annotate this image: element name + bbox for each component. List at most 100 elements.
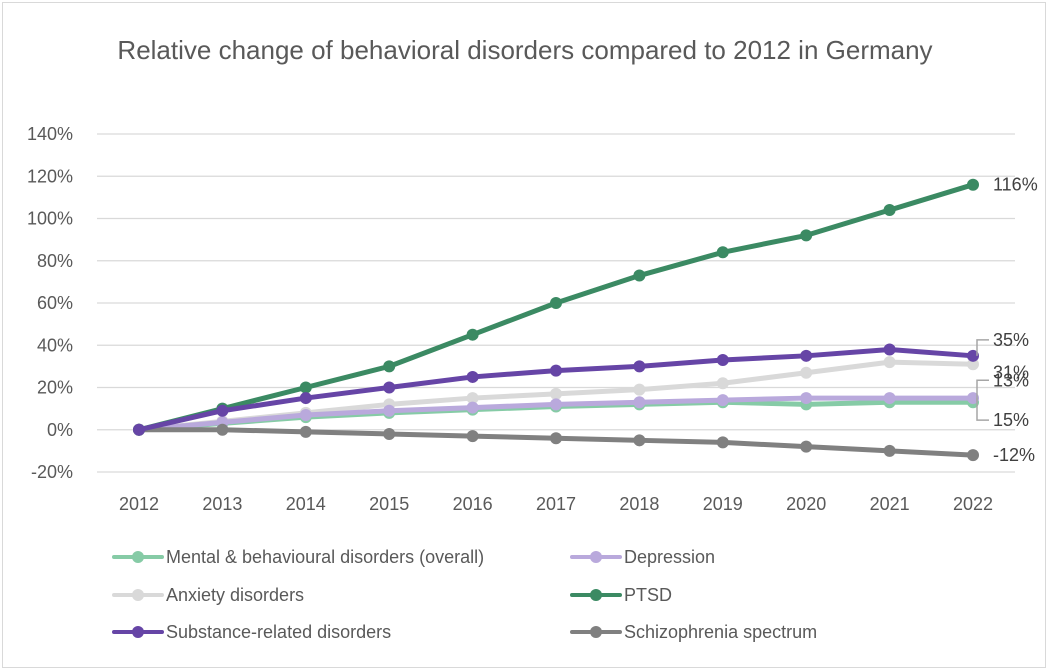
end-labels: 116% 35% 31%13% 15% -12% [976, 175, 1038, 465]
data-point [633, 396, 646, 409]
data-label: 35% [993, 330, 1029, 350]
legend-swatch [112, 588, 164, 602]
legend-label: Schizophrenia spectrum [624, 621, 818, 642]
legend-item: Substance-related disorders [112, 615, 391, 649]
leader-line [976, 339, 989, 356]
data-point [633, 434, 646, 447]
data-point [716, 394, 729, 407]
legend-label: Depression [624, 546, 716, 567]
data-point [883, 343, 896, 356]
data-label: -12% [993, 445, 1035, 465]
y-tick-label: 20% [37, 378, 73, 398]
data-point [883, 356, 896, 369]
data-point [716, 246, 729, 259]
data-point [466, 370, 479, 383]
y-tick-label: 100% [27, 209, 73, 229]
legend-label: Anxiety disorders [166, 584, 305, 605]
x-tick-label: 2013 [202, 494, 242, 514]
legend-swatch [570, 625, 622, 639]
y-tick-label: -20% [31, 462, 73, 482]
legend-item: Mental & behavioural disorders (overall) [112, 540, 484, 574]
series-schizophrenia-spectrum [133, 423, 979, 462]
data-point [299, 381, 312, 394]
y-tick-label: 40% [37, 335, 73, 355]
data-label: 31% [993, 362, 1029, 382]
legend-item: PTSD [570, 578, 672, 612]
leader-line [976, 379, 989, 403]
legend-item: Anxiety disorders [112, 578, 304, 612]
data-point [466, 401, 479, 414]
data-point [967, 392, 979, 405]
legend-label: PTSD [624, 584, 673, 605]
legend-swatch [570, 588, 622, 602]
legend-swatch [570, 550, 622, 564]
data-point [383, 427, 396, 440]
data-point [967, 449, 979, 462]
data-point [800, 229, 813, 242]
legend-item: Depression [570, 540, 715, 574]
x-axis-ticks: 2012 2013 2014 2015 2016 2017 2018 2019 2020 2021… [119, 494, 993, 514]
data-point [550, 387, 562, 400]
data-point [466, 328, 479, 341]
data-point [466, 392, 479, 405]
y-axis-ticks: -20% 0% 20% 40% 60% 80% 100% 120% 140% [27, 124, 73, 482]
data-point [550, 432, 562, 445]
series-lines [133, 178, 979, 462]
y-tick-label: 140% [27, 124, 73, 144]
data-point [800, 440, 813, 453]
data-point [383, 404, 396, 417]
data-point [383, 360, 396, 373]
data-label: 15% [993, 410, 1029, 430]
data-point [550, 398, 562, 411]
data-point [800, 366, 813, 379]
leader-line [976, 398, 989, 421]
data-point [883, 392, 896, 405]
data-point [800, 349, 813, 362]
x-tick-label: 2015 [369, 494, 409, 514]
data-point [383, 381, 396, 394]
data-point [967, 358, 979, 371]
data-point [967, 349, 979, 362]
data-point [967, 178, 979, 191]
legend-swatch [112, 625, 164, 639]
x-tick-label: 2016 [453, 494, 493, 514]
x-tick-label: 2012 [119, 494, 159, 514]
data-point [299, 408, 312, 421]
data-point [883, 204, 896, 217]
data-point [716, 354, 729, 367]
data-point [883, 444, 896, 457]
data-point [550, 297, 562, 309]
y-tick-label: 120% [27, 166, 73, 186]
x-tick-label: 2018 [619, 494, 659, 514]
data-point [466, 430, 479, 443]
data-label: 13% [993, 370, 1029, 390]
series-ptsd [133, 178, 979, 436]
data-point [633, 360, 646, 373]
y-tick-label: 60% [37, 293, 73, 313]
x-tick-label: 2022 [953, 494, 993, 514]
x-tick-label: 2020 [786, 494, 826, 514]
data-point [800, 392, 813, 405]
x-tick-label: 2021 [870, 494, 910, 514]
data-point [133, 423, 145, 436]
data-point [716, 377, 729, 390]
legend-label: Substance-related disorders [166, 621, 392, 642]
x-tick-label: 2014 [286, 494, 326, 514]
data-point [633, 383, 646, 396]
series-substance-related-disorders [133, 343, 979, 436]
x-tick-label: 2017 [536, 494, 576, 514]
legend-label: Mental & behavioural disorders (overall) [166, 546, 485, 567]
data-point [216, 423, 229, 436]
y-tick-label: 0% [47, 420, 73, 440]
data-point [633, 269, 646, 282]
data-label: 116% [993, 175, 1038, 195]
data-point [716, 436, 729, 449]
data-point [550, 364, 562, 377]
chart-title: Relative change of behavioral disorders … [117, 35, 933, 65]
data-point [299, 392, 312, 405]
x-tick-label: 2019 [703, 494, 743, 514]
legend-item: Schizophrenia spectrum [570, 615, 817, 649]
y-tick-label: 80% [37, 251, 73, 271]
